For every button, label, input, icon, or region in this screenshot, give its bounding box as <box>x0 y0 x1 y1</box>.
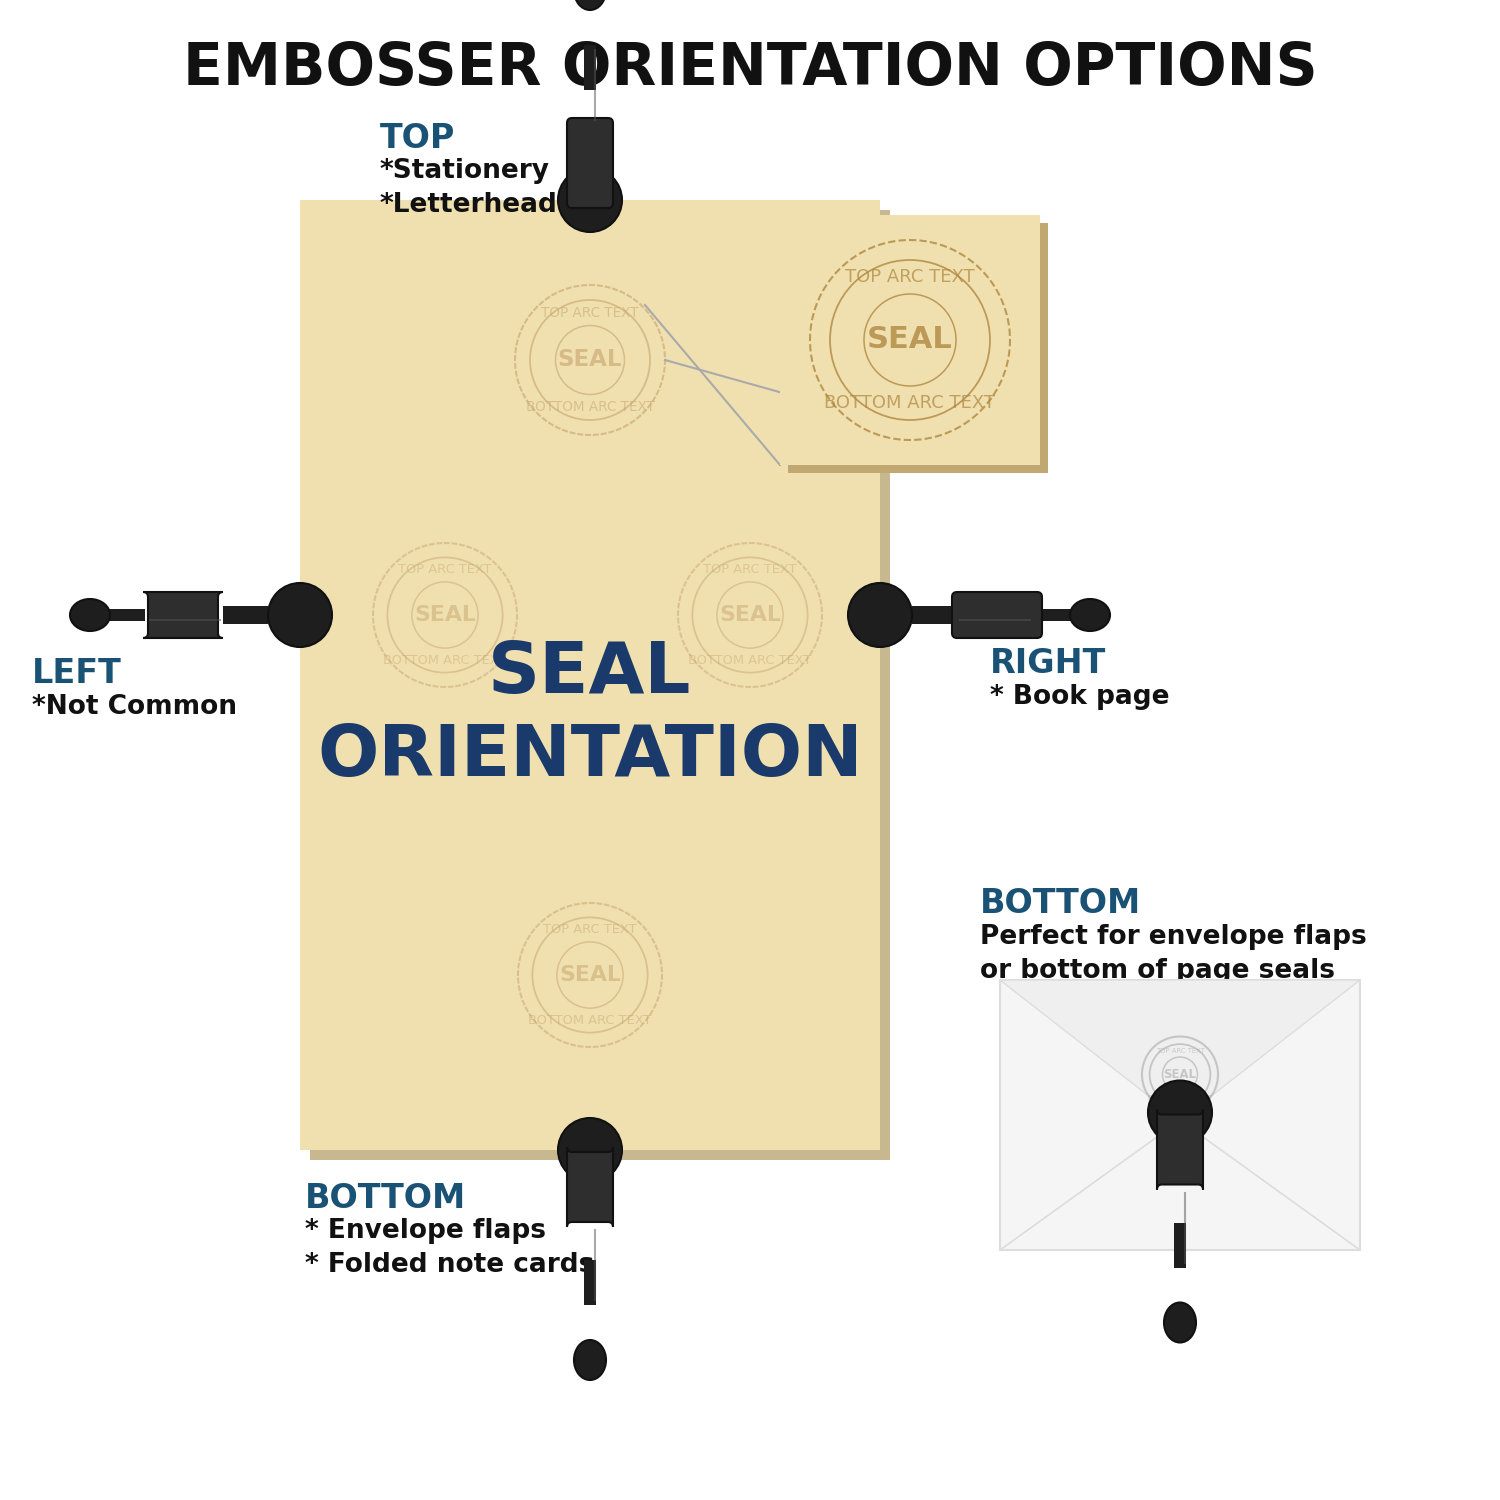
Text: SEAL: SEAL <box>560 964 621 986</box>
Bar <box>584 1260 596 1305</box>
Bar <box>580 168 598 213</box>
Bar <box>100 609 146 621</box>
Text: BOTTOM: BOTTOM <box>980 886 1142 920</box>
Bar <box>1000 980 1360 1250</box>
Bar <box>224 606 268 624</box>
Bar <box>780 214 1040 465</box>
FancyBboxPatch shape <box>1156 1110 1203 1190</box>
FancyBboxPatch shape <box>567 118 614 208</box>
Text: TOP ARC TEXT: TOP ARC TEXT <box>1155 1047 1204 1053</box>
Text: EMBOSSER ORIENTATION OPTIONS: EMBOSSER ORIENTATION OPTIONS <box>183 39 1317 96</box>
Text: * Envelope flaps
* Folded note cards: * Envelope flaps * Folded note cards <box>304 1218 594 1278</box>
Text: LEFT: LEFT <box>32 657 122 690</box>
Ellipse shape <box>1164 1302 1196 1342</box>
Ellipse shape <box>70 598 110 632</box>
Bar <box>1035 609 1080 621</box>
Ellipse shape <box>1070 598 1110 632</box>
Circle shape <box>558 168 622 232</box>
Text: *Not Common: *Not Common <box>32 694 237 720</box>
Text: TOP ARC TEXT: TOP ARC TEXT <box>543 922 636 936</box>
Ellipse shape <box>574 0 606 10</box>
Text: Perfect for envelope flaps
or bottom of page seals: Perfect for envelope flaps or bottom of … <box>980 924 1366 984</box>
Text: SEAL
ORIENTATION: SEAL ORIENTATION <box>316 639 862 790</box>
Text: *Stationery
*Letterhead: *Stationery *Letterhead <box>380 158 558 218</box>
Text: TOP: TOP <box>380 122 456 154</box>
Circle shape <box>1148 1080 1212 1144</box>
Text: BOTTOM ARC TEXT: BOTTOM ARC TEXT <box>525 400 654 414</box>
Bar <box>580 1137 598 1182</box>
Text: SEAL: SEAL <box>414 604 476 625</box>
FancyBboxPatch shape <box>142 592 224 638</box>
Text: BOTTOM ARC TEXT: BOTTOM ARC TEXT <box>825 394 996 412</box>
Bar <box>1174 1222 1186 1268</box>
Circle shape <box>268 584 332 646</box>
Text: BOTTOM ARC TEXT: BOTTOM ARC TEXT <box>528 1014 651 1028</box>
Text: BOTTOM: BOTTOM <box>304 1182 466 1215</box>
Text: * Book page: * Book page <box>990 684 1170 709</box>
Text: TOP ARC TEXT: TOP ARC TEXT <box>844 268 975 286</box>
Bar <box>788 224 1048 472</box>
FancyBboxPatch shape <box>952 592 1042 638</box>
Text: BOTTOM ARC TEXT: BOTTOM ARC TEXT <box>384 654 507 668</box>
Circle shape <box>847 584 912 646</box>
Text: TOP ARC TEXT: TOP ARC TEXT <box>399 562 492 576</box>
Ellipse shape <box>574 1340 606 1380</box>
Text: SEAL: SEAL <box>558 348 622 372</box>
Text: TOP ARC TEXT: TOP ARC TEXT <box>704 562 797 576</box>
Bar <box>300 200 880 1150</box>
Text: RIGHT: RIGHT <box>990 646 1106 680</box>
Text: BOTTOM ARC TEXT: BOTTOM ARC TEXT <box>1148 1095 1212 1101</box>
Bar <box>310 210 890 1160</box>
Bar <box>584 45 596 90</box>
Polygon shape <box>1000 980 1360 1120</box>
Text: SEAL: SEAL <box>718 604 782 625</box>
Text: BOTTOM ARC TEXT: BOTTOM ARC TEXT <box>688 654 812 668</box>
Text: SEAL: SEAL <box>867 326 952 354</box>
Text: SEAL: SEAL <box>1164 1068 1197 1082</box>
Bar <box>1172 1100 1190 1144</box>
Circle shape <box>558 1118 622 1182</box>
FancyBboxPatch shape <box>567 1148 614 1227</box>
Text: TOP ARC TEXT: TOP ARC TEXT <box>542 306 639 320</box>
Bar <box>912 606 957 624</box>
